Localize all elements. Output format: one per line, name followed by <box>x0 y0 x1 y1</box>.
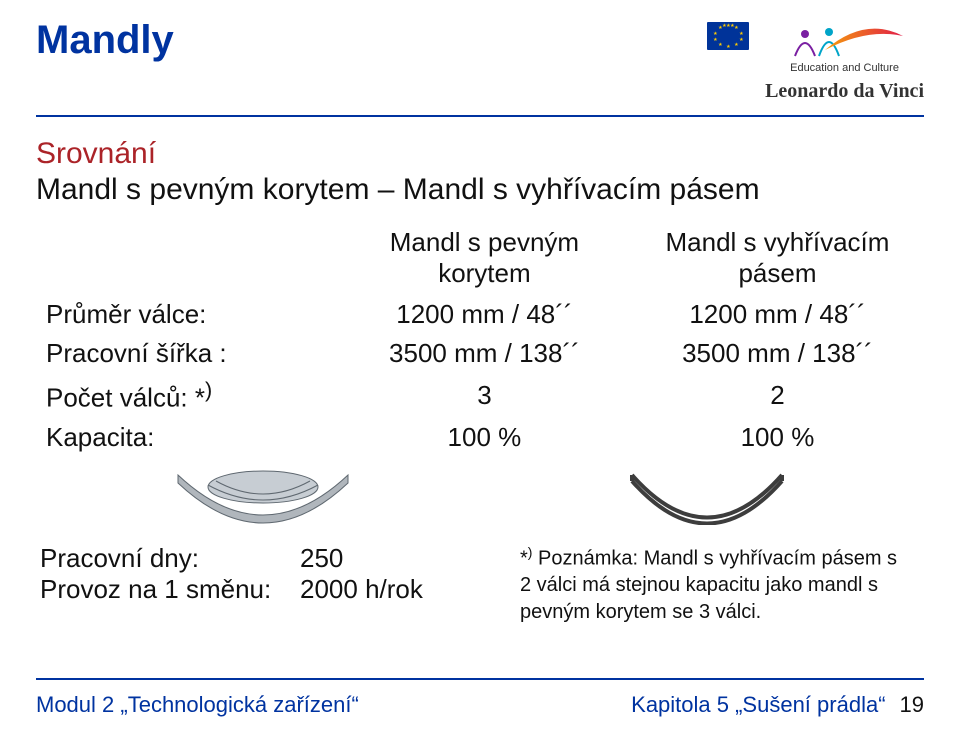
kv-row: Pracovní dny: 250 <box>40 543 450 574</box>
footer-right: Kapitola 5 „Sušení prádla“ <box>631 692 885 718</box>
row-value-a: 1200 mm / 48´´ <box>338 295 631 334</box>
comparison-images <box>36 465 924 525</box>
row-label: Průměr válce: <box>36 295 338 334</box>
kv-row: Provoz na 1 směnu: 2000 h/rok <box>40 574 450 605</box>
shift-value: 2000 h/rok <box>300 574 450 605</box>
footer-divider <box>36 678 924 680</box>
edu-culture-logo: Education and Culture Leonardo da Vinci <box>765 22 924 103</box>
row-value-a: 100 % <box>338 418 631 457</box>
row-value-b: 100 % <box>631 418 924 457</box>
footnote: *) Poznámka: Mandl s vyhřívacím pásem s … <box>520 543 900 627</box>
footnote-star: * <box>520 547 528 569</box>
row-label: Pracovní šířka : <box>36 334 338 373</box>
table-header-b: Mandl s vyhřívacím pásem <box>631 223 924 295</box>
days-label: Pracovní dny: <box>40 543 300 574</box>
row-label-rollers: Počet válců: *) <box>36 373 338 418</box>
page-number: 19 <box>900 692 924 718</box>
runtime-kv: Pracovní dny: 250 Provoz na 1 směnu: 200… <box>40 543 450 605</box>
leonardo-da-vinci-label: Leonardo da Vinci <box>765 80 924 103</box>
table-row: Kapacita: 100 % 100 % <box>36 418 924 457</box>
row-value-b: 3500 mm / 138´´ <box>631 334 924 373</box>
footer: Modul 2 „Technologická zařízení“ Kapitol… <box>36 692 924 718</box>
edu-logo-icon <box>785 22 905 60</box>
subtitle-black: Mandl s pevným korytem – Mandl s vyhříva… <box>36 173 924 207</box>
table-header-a: Mandl s pevným korytem <box>338 223 631 295</box>
row-value-b: 2 <box>631 373 924 418</box>
title-divider <box>36 115 924 117</box>
days-value: 250 <box>300 543 450 574</box>
footer-left: Modul 2 „Technologická zařízení“ <box>36 692 359 718</box>
heated-belt-icon <box>622 465 792 525</box>
row-value-b: 1200 mm / 48´´ <box>631 295 924 334</box>
comparison-table: Mandl s pevným korytem Mandl s vyhřívací… <box>36 223 924 457</box>
table-row: Průměr válce: 1200 mm / 48´´ 1200 mm / 4… <box>36 295 924 334</box>
shift-label: Provoz na 1 směnu: <box>40 574 300 605</box>
table-row: Pracovní šířka : 3500 mm / 138´´ 3500 mm… <box>36 334 924 373</box>
eu-flag-icon: ★ ★ ★ ★ ★ ★ ★ ★ ★ ★ ★ ★ <box>707 22 749 50</box>
table-header-row: Mandl s pevným korytem Mandl s vyhřívací… <box>36 223 924 295</box>
subtitle-red: Srovnání <box>36 137 924 171</box>
header-row: Mandly ★ ★ ★ ★ ★ ★ ★ ★ ★ ★ ★ ★ <box>36 18 924 103</box>
table-row: Počet válců: *) 3 2 <box>36 373 924 418</box>
slide: Mandly ★ ★ ★ ★ ★ ★ ★ ★ ★ ★ ★ ★ <box>0 0 960 736</box>
row-value-a: 3500 mm / 138´´ <box>338 334 631 373</box>
footnote-text: Poznámka: Mandl s vyhřívacím pásem s 2 v… <box>520 547 897 623</box>
row-value-a: 3 <box>338 373 631 418</box>
fixed-trough-icon <box>168 465 358 525</box>
edu-caption: Education and Culture <box>765 62 924 74</box>
logo-group: ★ ★ ★ ★ ★ ★ ★ ★ ★ ★ ★ ★ <box>707 18 924 103</box>
page-title: Mandly <box>36 18 174 63</box>
bottom-block: Pracovní dny: 250 Provoz na 1 směnu: 200… <box>36 543 924 627</box>
row-label: Kapacita: <box>36 418 338 457</box>
